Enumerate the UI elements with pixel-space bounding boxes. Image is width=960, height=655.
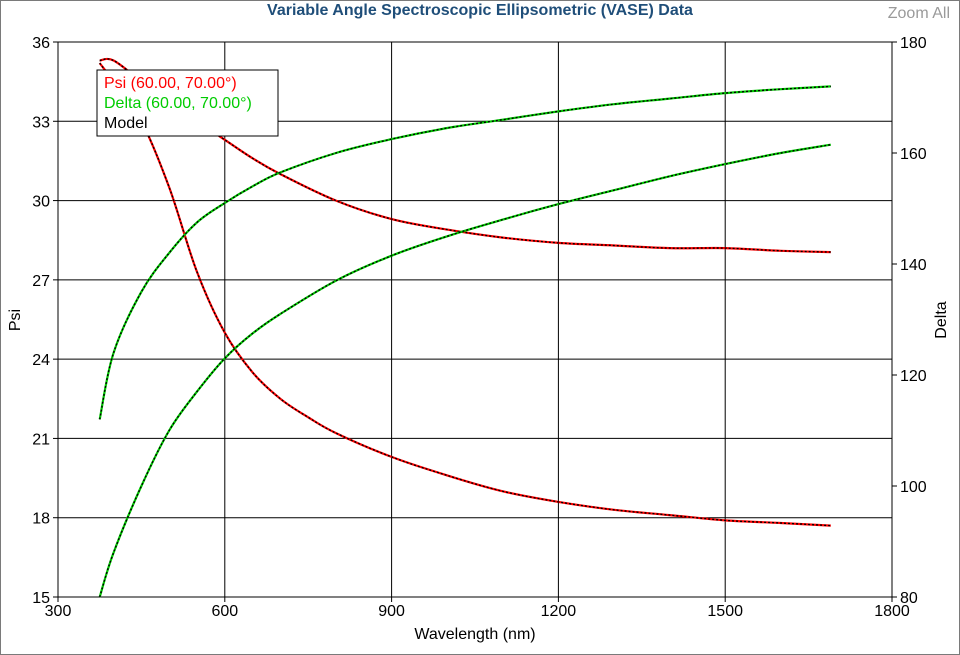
y-left-tick-label: 36 [32,35,50,52]
y-left-tick-label: 33 [32,114,50,131]
y-right-tick-label: 120 [900,368,927,385]
x-tick-label: 600 [211,603,238,620]
y-right-tick-label: 100 [900,479,927,496]
legend-psi: Psi (60.00, 70.00°) [104,75,237,92]
model-line-2 [99,85,831,420]
y-right-tick-label: 160 [900,146,927,163]
y-right-tick-label: 180 [900,35,927,52]
y-right-tick-label: 80 [900,590,918,607]
x-tick-label: 900 [378,603,405,620]
y-left-tick-label: 15 [32,590,50,607]
y-left-tick-label: 21 [32,431,50,448]
x-tick-label: 1800 [874,603,910,620]
axes-layer: 300 600 900 1200 1500 1800 15 18 21 24 27 30 33 36 80 1… [32,35,927,620]
model-line-1 [99,62,831,527]
legend-box [96,69,279,137]
model-line-3 [99,144,831,598]
y-left-tick-label: 18 [32,511,50,528]
y-left-tick-label: 24 [32,352,50,369]
x-tick-label: 300 [45,603,72,620]
y-right-axis-title: Delta [933,301,950,338]
grid-lines [58,42,892,597]
legend-model: Model [104,115,148,132]
legend-delta: Delta (60.00, 70.00°) [104,95,252,112]
zoom-all-button[interactable]: Zoom All [887,5,950,22]
legend: Psi (60.00, 70.00°) Delta (60.00, 70.00°… [96,69,279,137]
series-layer [98,57,831,598]
y-left-tick-label: 30 [32,194,50,211]
x-axis-title: Wavelength (nm) [414,626,535,643]
y-left-axis-title: Psi [7,309,24,331]
y-left-tick-label: 27 [32,273,50,290]
x-tick-label: 1200 [541,603,577,620]
y-right-tick-label: 140 [900,257,927,274]
x-tick-label: 1500 [707,603,743,620]
chart-title: Variable Angle Spectroscopic Ellipsometr… [267,2,693,19]
model-line-0 [99,58,831,253]
